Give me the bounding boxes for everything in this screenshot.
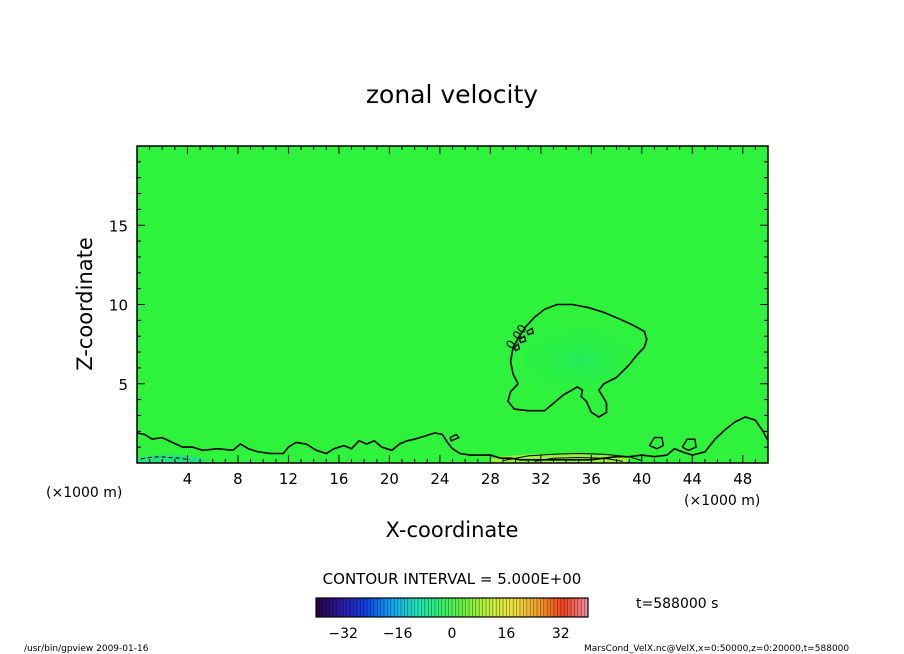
x-axis-label: X-coordinate	[386, 518, 519, 542]
colorbar-tick-label: 32	[552, 626, 570, 642]
x-tick-label: 8	[233, 470, 243, 488]
plot-background	[137, 146, 768, 463]
x-unit-left: (×1000 m)	[46, 485, 122, 501]
colorbar-tick-label: −32	[328, 626, 358, 642]
contour-interval-label: CONTOUR INTERVAL = 5.000E+00	[323, 570, 582, 588]
x-tick-label: 12	[279, 470, 298, 488]
colorbar-tick-label: 0	[448, 626, 457, 642]
x-tick-label: 36	[582, 470, 601, 488]
x-tick-label: 28	[481, 470, 500, 488]
x-unit-right: (×1000 m)	[684, 493, 760, 509]
y-axis-label: Z-coordinate	[73, 237, 97, 371]
x-tick-label: 32	[531, 470, 550, 488]
x-tick-label: 40	[632, 470, 651, 488]
colorbar: −32 −16 0 16 32	[315, 597, 589, 642]
time-label: t=588000 s	[636, 596, 718, 612]
contour-lines	[137, 303, 768, 462]
negative-velocity-region	[137, 455, 205, 463]
left-footer: /usr/bin/gpview 2009-01-16	[24, 644, 149, 654]
x-tick-label: 20	[380, 470, 399, 488]
x-tick-label: 48	[733, 470, 752, 488]
zero-contour-island	[681, 438, 697, 452]
positive-contour	[502, 452, 642, 462]
x-tick-label: 16	[329, 470, 348, 488]
zero-contour-island	[449, 433, 460, 442]
chart-title: zonal velocity	[366, 80, 538, 109]
x-tick-label: 24	[430, 470, 449, 488]
zero-contour-island	[513, 342, 521, 352]
zero-contour-island	[518, 335, 527, 344]
colorbar-tick-label: 16	[497, 626, 515, 642]
zero-contour-bottom	[137, 416, 768, 461]
zero-contour-main	[507, 303, 648, 418]
colorbar-frame	[315, 597, 589, 618]
y-tick-label: 10	[109, 297, 128, 315]
negative-contour	[140, 456, 191, 461]
colorbar-tick-label: −16	[383, 626, 413, 642]
x-tick-label: 4	[183, 470, 193, 488]
y-tick-label: 5	[118, 376, 128, 394]
positive-contour	[534, 456, 623, 462]
zero-contour-island	[648, 436, 665, 450]
x-tick-label: 44	[683, 470, 702, 488]
zero-contour-island	[526, 327, 535, 336]
low-velocity-region	[500, 315, 660, 405]
y-tick-label: 15	[109, 217, 128, 235]
right-footer: MarsCond_VelX.nc@VelX,x=0:50000,z=0:2000…	[584, 644, 849, 654]
